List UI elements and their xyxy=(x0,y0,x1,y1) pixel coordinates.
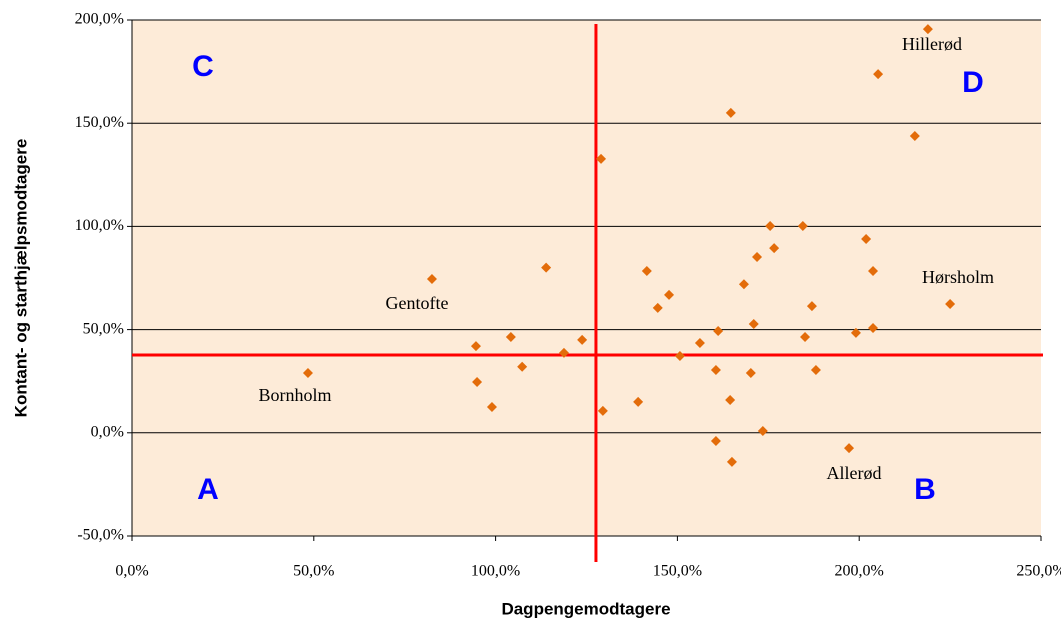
y-tick-label: 150,0% xyxy=(75,114,124,131)
annotation: Gentofte xyxy=(386,293,449,313)
point xyxy=(652,302,663,313)
point xyxy=(752,251,763,262)
x-tick-label: 50,0% xyxy=(293,563,334,580)
x-tick-label: 150,0% xyxy=(653,563,702,580)
point xyxy=(765,220,776,231)
x-axis-label: Dagpengemodtagere xyxy=(501,599,670,618)
annotation: Allerød xyxy=(827,463,882,483)
y-tick-label: -50,0% xyxy=(77,527,124,544)
point xyxy=(426,274,437,285)
point xyxy=(873,69,884,80)
point xyxy=(470,341,481,352)
annotation: Bornholm xyxy=(258,385,331,405)
plot-area xyxy=(132,20,1041,536)
point xyxy=(850,327,861,338)
point xyxy=(577,334,588,345)
y-tick-label: 200,0% xyxy=(75,11,124,28)
point xyxy=(810,365,821,376)
point xyxy=(664,289,675,300)
point xyxy=(861,233,872,244)
point xyxy=(909,130,920,141)
x-tick-label: 200,0% xyxy=(835,563,884,580)
point xyxy=(674,351,685,362)
point xyxy=(694,338,705,349)
point xyxy=(748,319,759,330)
point xyxy=(945,299,956,310)
x-tick-label: 250,0% xyxy=(1016,563,1061,580)
quadrant-label: B xyxy=(914,473,936,506)
y-axis-label: Kontant- og starthjælpsmodtagere xyxy=(11,139,30,418)
y-tick-label: 100,0% xyxy=(75,217,124,234)
point xyxy=(769,243,780,254)
quadrant-label: C xyxy=(192,50,214,83)
point xyxy=(738,279,749,290)
point xyxy=(710,436,721,447)
point xyxy=(745,367,756,378)
point xyxy=(922,24,933,35)
point xyxy=(868,322,879,333)
point xyxy=(806,301,817,312)
point xyxy=(800,332,811,343)
annotation: Hillerød xyxy=(902,34,962,54)
point xyxy=(757,425,768,436)
point xyxy=(641,265,652,276)
point xyxy=(517,361,528,372)
point xyxy=(725,394,736,405)
quadrant-label: D xyxy=(962,66,984,99)
annotation: Hørsholm xyxy=(922,267,994,287)
point xyxy=(558,347,569,358)
quadrant-label: A xyxy=(197,473,219,506)
x-tick-label: 0,0% xyxy=(115,563,148,580)
point xyxy=(868,265,879,276)
point xyxy=(302,367,313,378)
point xyxy=(710,365,721,376)
point xyxy=(472,377,483,388)
point xyxy=(486,402,497,412)
point xyxy=(726,456,737,467)
point xyxy=(596,153,607,164)
point xyxy=(844,443,855,454)
y-tick-label: 0,0% xyxy=(91,423,124,440)
point xyxy=(725,107,736,118)
y-tick-label: 50,0% xyxy=(83,320,124,337)
x-tick-label: 100,0% xyxy=(471,563,520,580)
point xyxy=(597,405,608,416)
point xyxy=(541,262,552,273)
point xyxy=(505,332,516,343)
point xyxy=(713,326,724,337)
point xyxy=(633,396,644,407)
point xyxy=(797,220,808,231)
